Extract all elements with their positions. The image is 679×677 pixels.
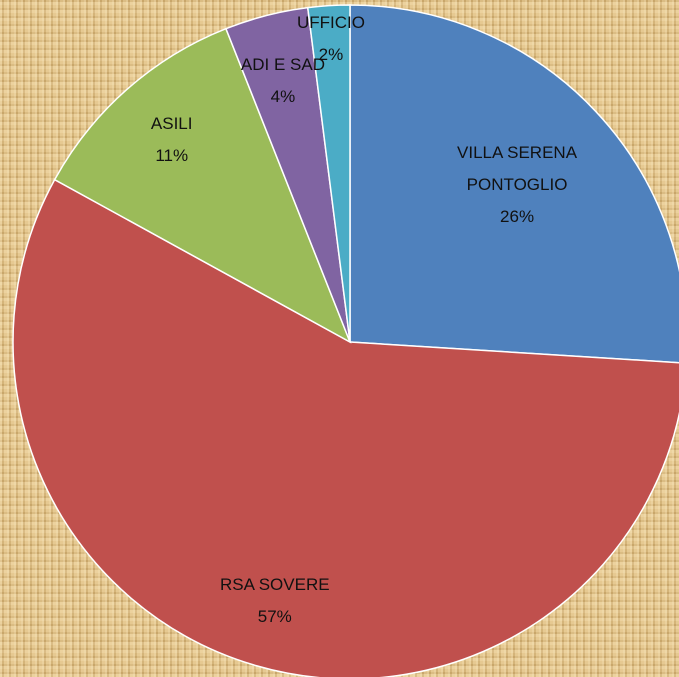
slice-label: RSA SOVERE 57% [200, 569, 350, 633]
slice-label: VILLA SERENA PONTOGLIO 26% [447, 137, 587, 233]
pie-slice [349, 4, 679, 364]
pie-slice [53, 27, 352, 344]
category-label: ADI E SAD [240, 54, 325, 74]
value-label: 4% [270, 86, 296, 106]
category-label: ASILI [150, 113, 193, 133]
category-label: RSA SOVERE [219, 574, 330, 594]
category-label: UFFICIO [296, 13, 365, 33]
pie-slice [12, 178, 679, 677]
value-label: 11% [155, 145, 189, 165]
value-label: 2% [318, 45, 344, 65]
slice-label: UFFICIO 2% [256, 7, 406, 71]
value-label: 57% [257, 606, 292, 626]
slice-label: ADI E SAD 4% [208, 49, 358, 113]
value-label: 26% [500, 207, 535, 227]
slice-label: ASILI 11% [97, 108, 247, 172]
category-label: VILLA SERENA PONTOGLIO [457, 143, 578, 195]
pie-slice [306, 4, 351, 343]
